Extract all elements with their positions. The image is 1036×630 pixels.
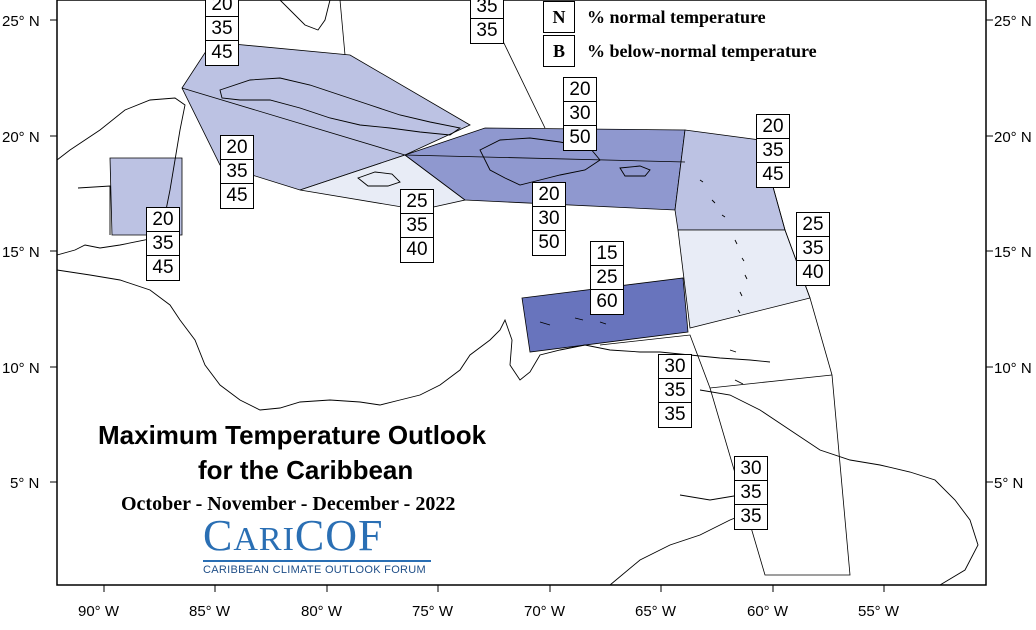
- stack-value: 20: [147, 208, 179, 232]
- zone-cuba-line: [181, 87, 686, 163]
- season-label: October - November - December - 2022: [121, 493, 456, 515]
- zone-trinidad-outline: [599, 334, 833, 389]
- stack-value: 20: [221, 136, 253, 160]
- lat-label-right-25: 25° N: [994, 13, 1032, 30]
- map-title-line2: for the Caribbean: [198, 455, 414, 485]
- map-frame: [56, 0, 987, 586]
- logo-letters-cof: COF: [294, 511, 384, 560]
- stack-abc-islands: 15 25 60: [590, 241, 624, 315]
- stack-value: 35: [221, 160, 253, 184]
- lat-label-left-20: 20° N: [2, 129, 40, 146]
- lat-label-left-15: 15° N: [2, 244, 40, 261]
- stack-value: 35: [797, 237, 829, 261]
- stack-value: 50: [569, 127, 591, 148]
- stack-value: 35: [735, 481, 767, 505]
- zone-guianas-outline: [709, 139, 851, 576]
- stack-value: 30: [735, 457, 767, 481]
- stack-value: 35: [659, 379, 691, 403]
- stack-value: 20: [757, 115, 789, 139]
- lon-label-75: 75° W: [412, 603, 454, 620]
- stack-value: 30: [659, 355, 691, 379]
- lat-label-left-25: 25° N: [2, 13, 40, 30]
- coastline-lesser-antilles: [699, 179, 748, 385]
- stack-value: 20: [533, 183, 565, 207]
- logo-letter-c: C: [203, 511, 234, 560]
- stack-guianas: 30 35 35: [734, 456, 768, 530]
- stack-value: 45: [762, 164, 784, 185]
- lon-label-55: 55° W: [858, 603, 900, 620]
- stack-hispaniola-south: 20 30 50: [532, 182, 566, 256]
- legend-key-b: B: [543, 35, 575, 67]
- legend-row-below: B % below-normal temperature: [543, 34, 817, 68]
- lon-label-65: 65° W: [635, 603, 677, 620]
- legend-row-normal: N % normal temperature: [543, 0, 817, 34]
- lon-label-60: 60° W: [747, 603, 789, 620]
- stack-value: 30: [533, 207, 565, 231]
- lat-label-right-20: 20° N: [994, 129, 1032, 146]
- legend-label-normal: % normal temperature: [587, 6, 766, 27]
- logo-letters-ari: ARI: [233, 521, 295, 558]
- lat-label-right-5: 5° N: [994, 475, 1023, 492]
- stack-value: 30: [564, 102, 596, 126]
- lon-label-70: 70° W: [524, 603, 566, 620]
- coastline-jamaica: [357, 171, 401, 187]
- stack-value: 45: [211, 42, 233, 63]
- stack-value: 25: [401, 190, 433, 214]
- zone-abc-shade: [521, 277, 689, 353]
- lat-label-right-15: 15° N: [994, 244, 1032, 261]
- lon-label-85: 85° W: [189, 603, 231, 620]
- stack-leeward: 20 35 45: [756, 114, 790, 188]
- stack-value: 35: [757, 139, 789, 163]
- stack-value: 35: [206, 17, 238, 41]
- stack-jamaica: 25 35 40: [400, 189, 434, 263]
- stack-value: 25: [797, 213, 829, 237]
- map-title-line1: Maximum Temperature Outlook: [98, 420, 487, 450]
- stack-bahamas-east: 35 35: [470, 0, 504, 44]
- caricof-logo: CARICOF CARIBBEAN CLIMATE OUTLOOK FORUM: [203, 514, 431, 576]
- lat-label-left-10: 10° N: [2, 360, 40, 377]
- stack-belize: 20 35 45: [146, 207, 180, 281]
- coastline-cuba: [219, 77, 462, 136]
- legend: N % normal temperature B % below-normal …: [543, 0, 817, 68]
- coastline-hispaniola: [479, 137, 601, 186]
- stack-hispaniola: 20 30 50: [563, 77, 597, 151]
- stack-trinidad: 30 35 35: [658, 354, 692, 428]
- stack-value: 35: [664, 404, 686, 425]
- legend-key-n: N: [543, 1, 575, 33]
- stack-value: 35: [147, 232, 179, 256]
- stack-value: 50: [538, 232, 560, 253]
- lon-label-80: 80° W: [301, 603, 343, 620]
- caricof-logo-subtitle: CARIBBEAN CLIMATE OUTLOOK FORUM: [203, 560, 431, 576]
- zone-bahamas-outline: [339, 0, 346, 56]
- ticks: [50, 19, 993, 592]
- stack-value: 45: [152, 257, 174, 278]
- stack-value: 60: [596, 291, 618, 312]
- coastline-florida: [279, 0, 331, 31]
- stack-bahamas-top: 20 35 45: [205, 0, 239, 66]
- stack-value: 45: [226, 185, 248, 206]
- stack-value: 35: [740, 506, 762, 527]
- zone-bahamas-east-outline: [499, 34, 546, 129]
- stack-value: 35: [401, 214, 433, 238]
- caricof-logo-wordmark: CARICOF: [203, 514, 431, 562]
- lat-label-right-10: 10° N: [994, 360, 1032, 377]
- legend-label-below: % below-normal temperature: [587, 40, 817, 61]
- stack-value: 20: [564, 78, 596, 102]
- coastline-abc: [539, 317, 607, 326]
- stack-value: 20: [206, 0, 238, 17]
- stack-value: 25: [591, 266, 623, 290]
- stack-value: 15: [591, 242, 623, 266]
- lat-label-left-5: 5° N: [10, 475, 39, 492]
- coastline-puerto-rico: [619, 165, 651, 177]
- stack-windward: 25 35 40: [796, 212, 830, 286]
- stack-value: 40: [406, 239, 428, 260]
- stack-cuba: 20 35 45: [220, 135, 254, 209]
- stack-value: 35: [476, 20, 498, 41]
- coastline-central-america: [56, 97, 771, 411]
- stack-value: 35: [471, 0, 503, 19]
- stack-value: 40: [802, 262, 824, 283]
- lon-label-90: 90° W: [78, 603, 120, 620]
